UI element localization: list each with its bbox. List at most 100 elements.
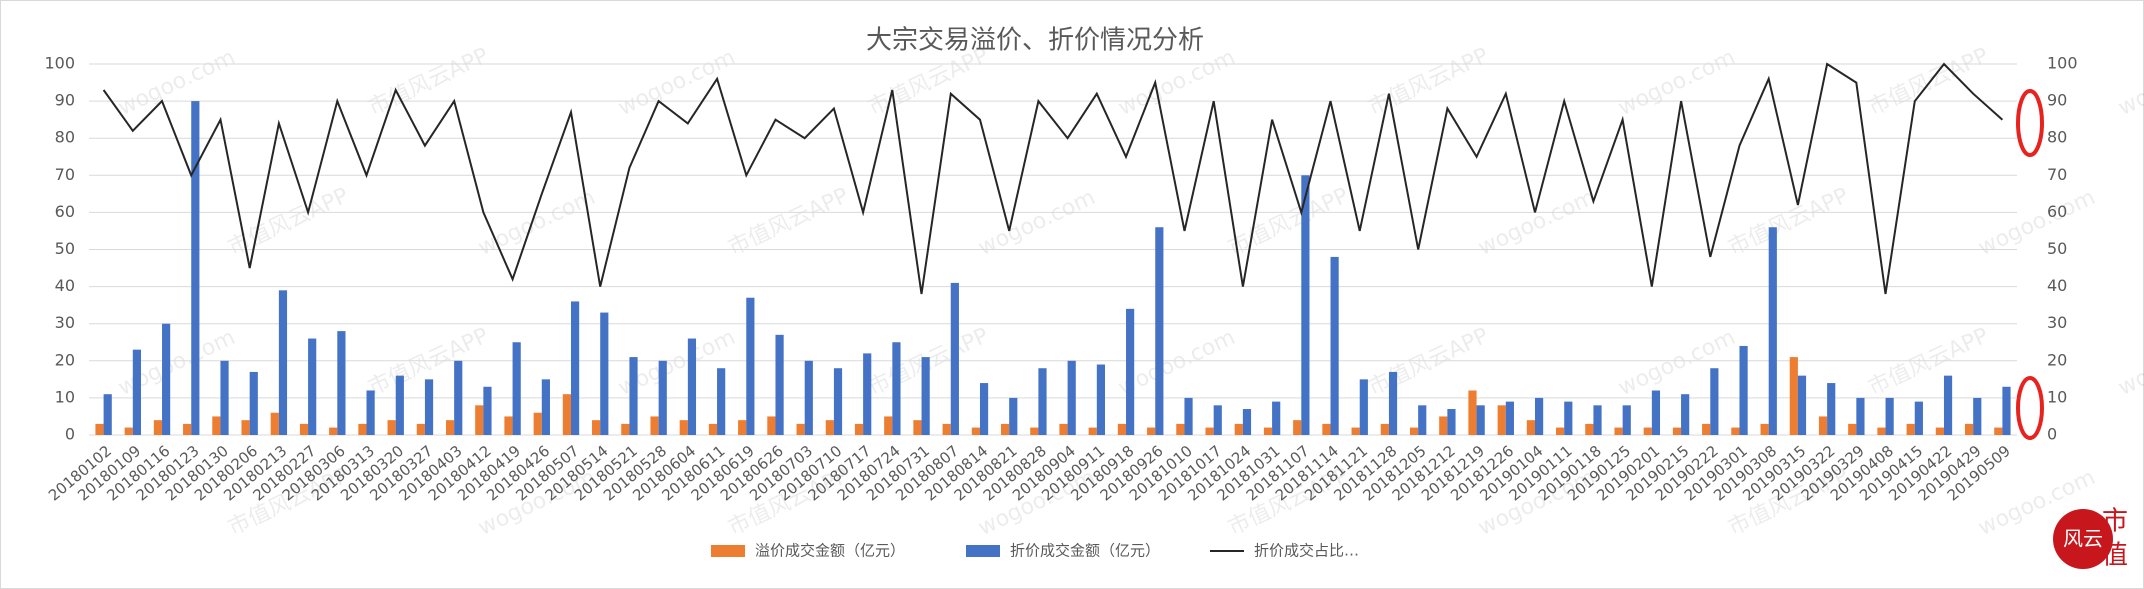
bar bbox=[95, 423, 104, 435]
bar bbox=[1593, 405, 1602, 435]
y-tick-label: 60 bbox=[55, 202, 75, 221]
legend-label: 折价成交金额（亿元） bbox=[1010, 542, 1160, 560]
bar bbox=[921, 357, 930, 435]
bar bbox=[775, 334, 784, 435]
bar bbox=[1409, 427, 1419, 435]
y-tick-label: 100 bbox=[44, 54, 75, 73]
legend-label: 溢价成交金额（亿元） bbox=[755, 542, 905, 560]
bar bbox=[395, 375, 404, 435]
annotation-circle bbox=[2016, 89, 2044, 157]
bar bbox=[1234, 423, 1243, 435]
bar bbox=[738, 420, 747, 435]
bar bbox=[1147, 427, 1156, 435]
bar bbox=[884, 416, 893, 435]
bar bbox=[329, 427, 338, 435]
bar bbox=[1117, 423, 1127, 435]
bar bbox=[1263, 427, 1273, 435]
bar bbox=[767, 416, 776, 435]
bar bbox=[1877, 427, 1886, 435]
bar bbox=[1643, 427, 1652, 435]
bar bbox=[1351, 427, 1360, 435]
bar bbox=[278, 290, 288, 435]
bar bbox=[358, 423, 367, 435]
bar bbox=[1001, 423, 1010, 435]
bar bbox=[1789, 357, 1798, 435]
bar bbox=[1009, 397, 1018, 435]
bar bbox=[1322, 423, 1331, 435]
annotation-circle bbox=[2016, 376, 2044, 440]
bar bbox=[1760, 423, 1769, 435]
bar bbox=[621, 423, 630, 435]
y2-tick-label: 30 bbox=[2047, 313, 2067, 332]
bar bbox=[950, 282, 959, 435]
bar bbox=[1564, 401, 1573, 435]
y-tick-label: 70 bbox=[55, 165, 75, 184]
bar bbox=[1710, 368, 1719, 435]
bar bbox=[1994, 427, 2003, 435]
bar bbox=[337, 331, 346, 435]
bar bbox=[249, 371, 258, 435]
bar bbox=[971, 427, 980, 435]
bar bbox=[629, 357, 638, 435]
bar bbox=[863, 353, 872, 435]
bar bbox=[1155, 227, 1164, 435]
bar bbox=[1885, 397, 1894, 435]
y-tick-label: 30 bbox=[55, 313, 75, 332]
bar bbox=[387, 420, 396, 435]
bar bbox=[416, 423, 425, 435]
bar bbox=[1526, 420, 1535, 435]
bar bbox=[1213, 405, 1222, 435]
bar bbox=[592, 420, 601, 435]
y2-tick-label: 10 bbox=[2047, 387, 2067, 406]
bar bbox=[1476, 405, 1485, 435]
bar bbox=[220, 360, 229, 435]
bar bbox=[475, 405, 484, 435]
bar bbox=[1059, 423, 1068, 435]
bar bbox=[1205, 427, 1214, 435]
bar bbox=[746, 297, 755, 435]
bar bbox=[366, 390, 375, 435]
bar bbox=[1388, 371, 1398, 435]
bar bbox=[183, 423, 192, 435]
bar bbox=[445, 420, 455, 435]
bar bbox=[1176, 423, 1185, 435]
y2-tick-label: 60 bbox=[2047, 202, 2067, 221]
legend-swatch bbox=[966, 545, 1000, 557]
bar bbox=[1614, 427, 1623, 435]
bar bbox=[1818, 416, 1828, 435]
bar bbox=[1731, 427, 1740, 435]
bar bbox=[1943, 375, 1953, 435]
bar bbox=[1935, 427, 1944, 435]
bar bbox=[1030, 427, 1039, 435]
bar bbox=[1505, 401, 1514, 435]
bar bbox=[504, 416, 513, 435]
bar bbox=[892, 342, 901, 435]
bar bbox=[1067, 360, 1076, 435]
bar bbox=[1622, 405, 1631, 435]
y2-tick-label: 100 bbox=[2047, 54, 2078, 73]
bar bbox=[1585, 423, 1594, 435]
y-tick-label: 0 bbox=[65, 425, 75, 444]
bar bbox=[241, 420, 250, 435]
bar bbox=[308, 338, 317, 435]
bar bbox=[1359, 379, 1368, 435]
bar bbox=[1293, 420, 1302, 435]
bar bbox=[708, 423, 718, 435]
bar bbox=[153, 420, 163, 435]
bar bbox=[854, 423, 864, 435]
bar bbox=[1973, 397, 1982, 435]
bar bbox=[1827, 383, 1836, 435]
bar bbox=[541, 379, 550, 435]
y2-tick-label: 90 bbox=[2047, 91, 2067, 110]
bar bbox=[299, 423, 309, 435]
legend-label: 折价成交占比… bbox=[1254, 542, 1359, 560]
bar bbox=[191, 101, 200, 435]
bar bbox=[483, 386, 492, 435]
bar bbox=[679, 420, 688, 435]
bar bbox=[833, 368, 843, 435]
bar bbox=[1497, 405, 1506, 435]
y2-tick-label: 20 bbox=[2047, 350, 2067, 369]
y-tick-label: 80 bbox=[55, 128, 75, 147]
bar bbox=[1126, 308, 1135, 435]
